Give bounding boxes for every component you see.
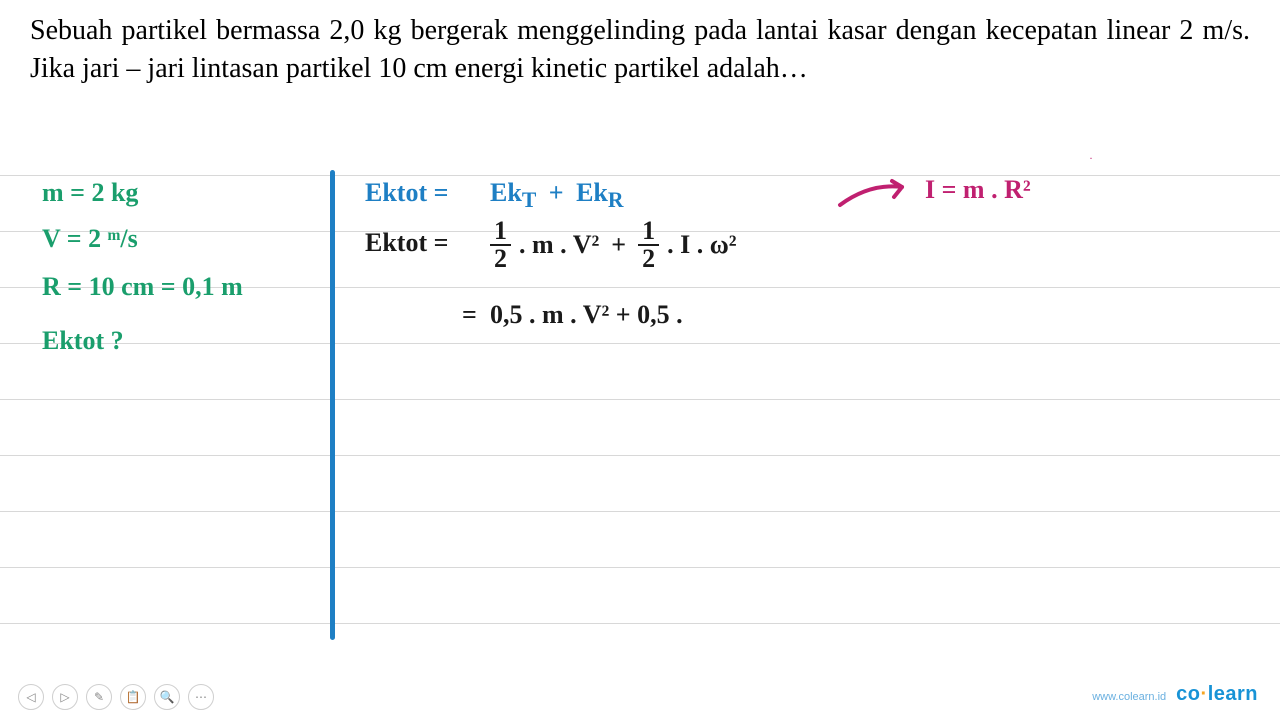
ektot-numeric: 0,5 . m . V² + 0,5 .	[490, 300, 683, 330]
column-divider	[330, 170, 335, 640]
toolbar: ◁ ▷ ✎ 📋 🔍 ⋯	[18, 684, 214, 710]
term-mv2: . m . V²	[519, 230, 599, 260]
frac1-den: 2	[490, 244, 511, 272]
equals-3: =	[462, 300, 477, 330]
ek-sub-t: T	[522, 188, 536, 212]
frac1-num: 1	[490, 218, 511, 244]
fraction-half-2: 1 2	[638, 218, 659, 272]
zoom-icon: 🔍	[160, 690, 175, 705]
given-velocity: V = 2 ᵐ/s	[42, 224, 138, 254]
plus-2: +	[611, 230, 626, 260]
given-mass: m = 2 kg	[42, 178, 138, 208]
brand-learn: learn	[1208, 683, 1258, 705]
brand-url: www.colearn.id	[1092, 691, 1166, 703]
arrow-icon	[830, 175, 920, 215]
brand: www.colearn.id co·learn	[1092, 683, 1258, 706]
more-icon: ⋯	[195, 690, 207, 705]
ek-prefix-2: Ek	[576, 178, 608, 207]
paste-icon: 📋	[126, 690, 141, 705]
fraction-half-1: 1 2	[490, 218, 511, 272]
prev-button[interactable]: ◁	[18, 684, 44, 710]
moment-of-inertia: I = m . R²	[925, 175, 1031, 205]
given-unknown: Ektot ?	[42, 326, 124, 356]
problem-text: Sebuah partikel bermassa 2,0 kg bergerak…	[30, 15, 1250, 84]
dot-mark: .	[1090, 152, 1092, 161]
prev-icon: ◁	[26, 690, 35, 705]
ek-sub-r: R	[608, 188, 624, 212]
brand-logo: co·learn	[1176, 683, 1258, 706]
plus-1: +	[549, 178, 564, 207]
brand-dot: ·	[1201, 683, 1208, 705]
pen-button[interactable]: ✎	[86, 684, 112, 710]
ekt-term: EkT + EkR	[490, 178, 624, 213]
more-button[interactable]: ⋯	[188, 684, 214, 710]
ektot-label-1: Ektot =	[365, 178, 448, 208]
brand-co: co	[1176, 683, 1200, 705]
given-radius: R = 10 cm = 0,1 m	[42, 272, 243, 302]
pen-icon: ✎	[94, 690, 104, 705]
ek-prefix-1: Ek	[490, 178, 522, 207]
next-button[interactable]: ▷	[52, 684, 78, 710]
next-icon: ▷	[60, 690, 69, 705]
paste-button[interactable]: 📋	[120, 684, 146, 710]
ektot-expansion: 1 2 . m . V² + 1 2 . I . ω²	[490, 218, 737, 272]
frac2-num: 1	[638, 218, 659, 244]
frac2-den: 2	[638, 244, 659, 272]
zoom-button[interactable]: 🔍	[154, 684, 180, 710]
ektot-label-2: Ektot =	[365, 228, 448, 258]
problem-statement: Sebuah partikel bermassa 2,0 kg bergerak…	[0, 0, 1280, 96]
term-iw2: . I . ω²	[667, 230, 736, 260]
